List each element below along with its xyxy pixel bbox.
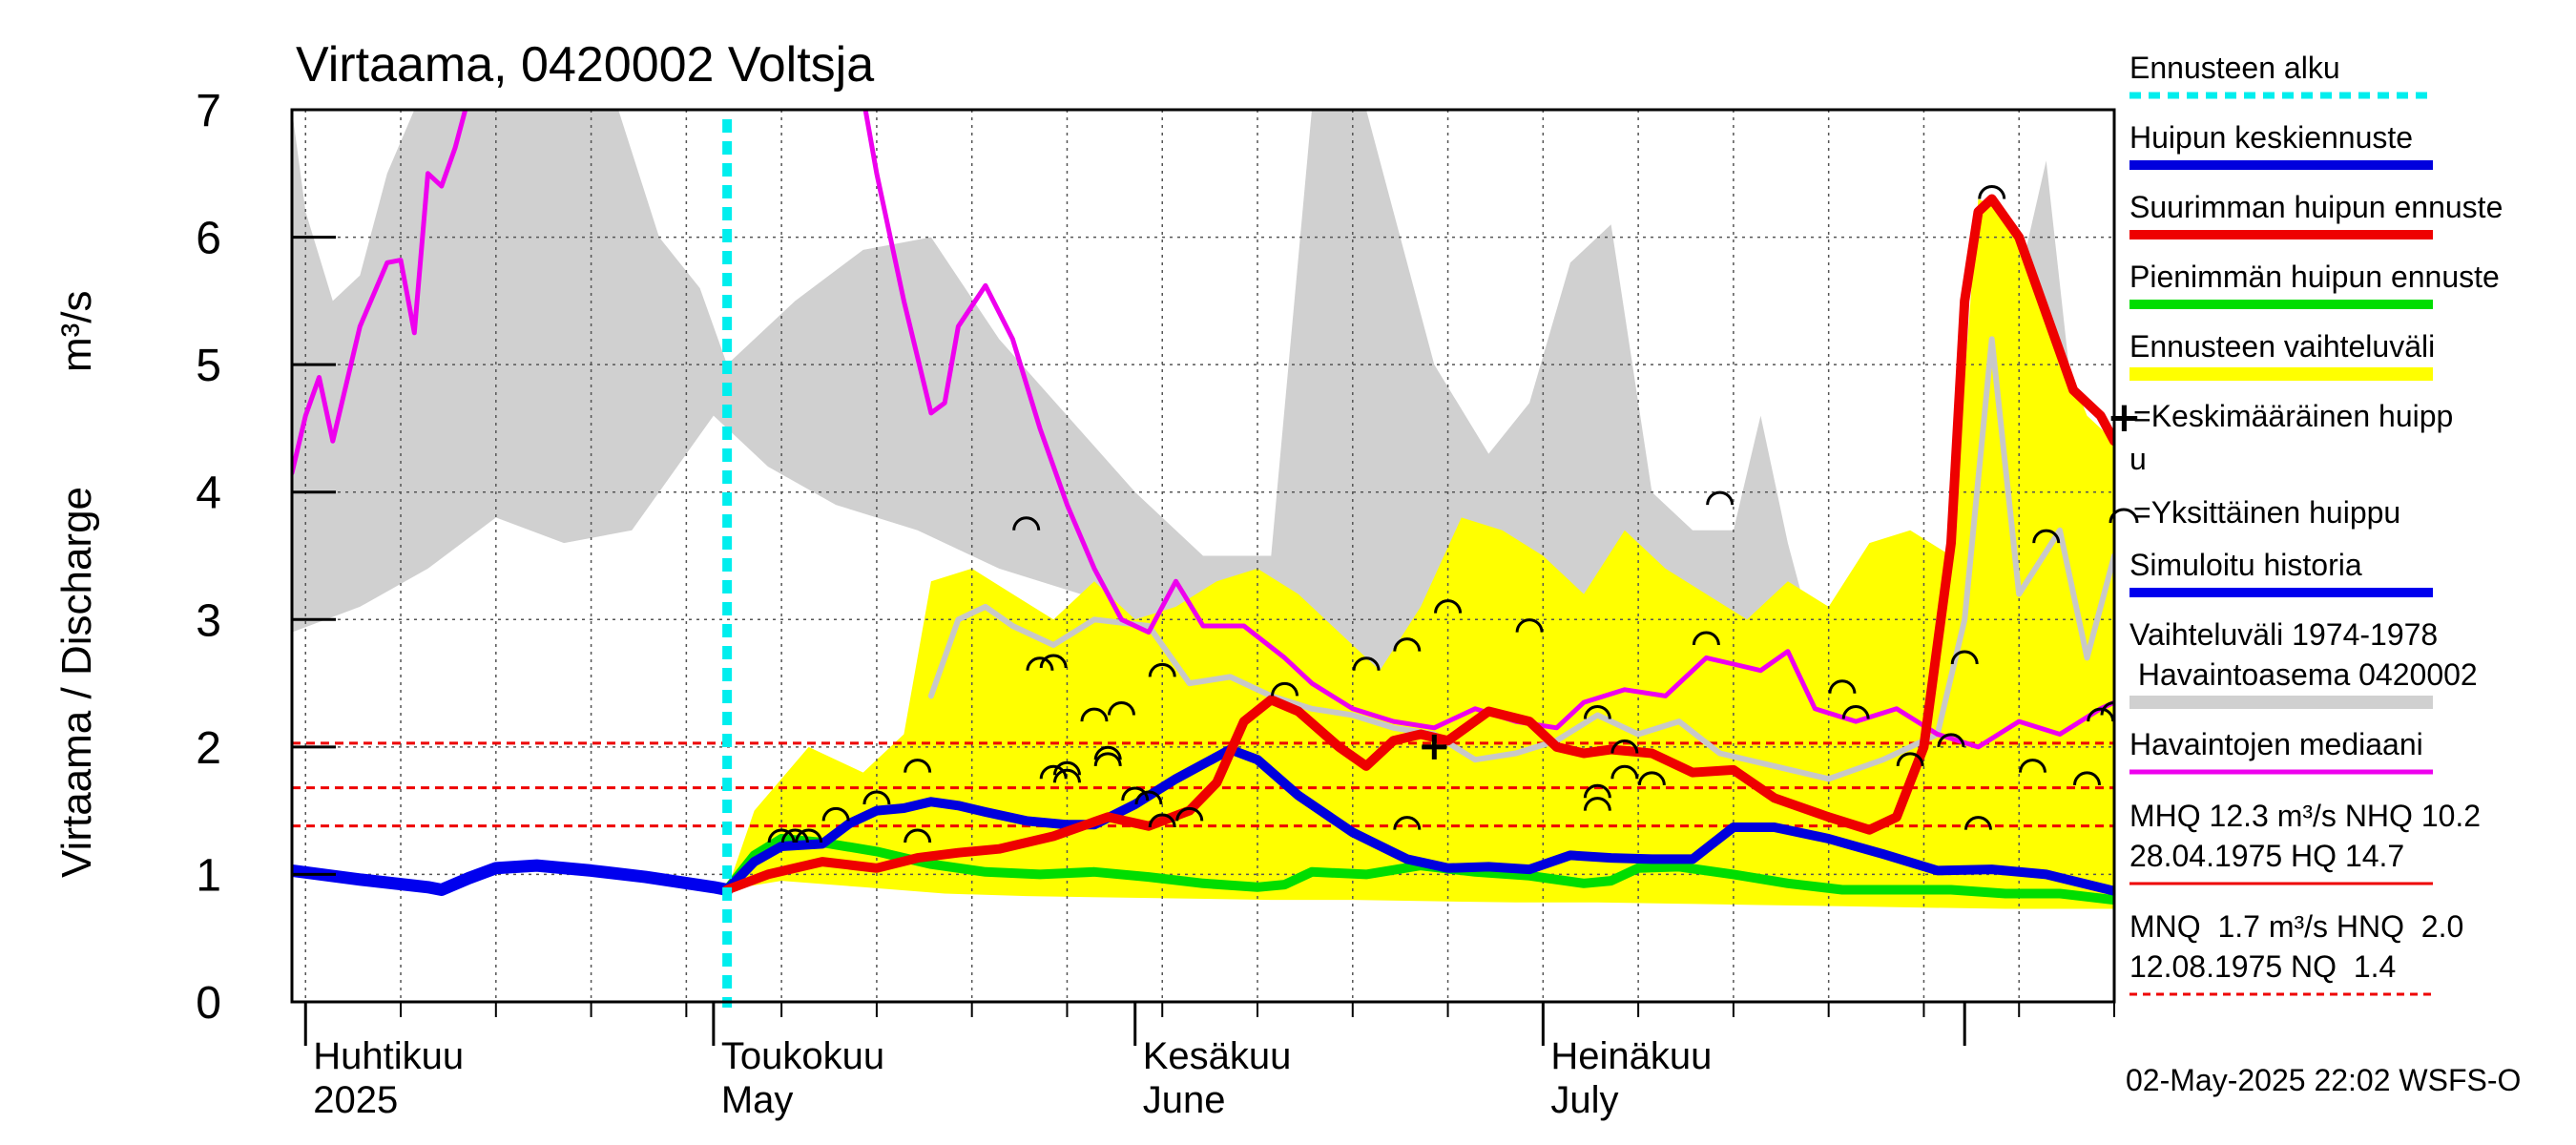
single-peak-marker (2032, 529, 2061, 544)
single-peak-marker (1896, 752, 1924, 767)
single-peak-marker (1271, 681, 1299, 697)
single-peak-marker (1352, 656, 1381, 671)
mean-peak-line (722, 744, 2114, 896)
single-peak-marker (1610, 739, 1639, 754)
single-peak-marker (821, 806, 850, 822)
single-peak-marker (2100, 700, 2114, 716)
mean-peak-marker (1422, 734, 1447, 760)
single-peak-marker (1026, 656, 1054, 671)
single-peak-marker (1583, 797, 1611, 811)
x-month-label: Huhtikuu (313, 1035, 464, 1077)
single-peak-marker (795, 828, 823, 843)
x-month-label: Toukokuu (721, 1035, 884, 1077)
legend-label-history: Simuloitu historia (2129, 548, 2362, 582)
y-tick-label: 1 (196, 850, 221, 901)
x-month-label: Kesäkuu (1143, 1035, 1292, 1077)
single-peak-marker (1692, 631, 1720, 646)
single-peak-marker (1706, 490, 1735, 506)
single-peak-marker (1828, 679, 1857, 694)
single-peak-marker (1610, 764, 1639, 780)
x-month-sublabel: June (1143, 1079, 1226, 1121)
single-peak-marker (862, 790, 891, 805)
single-peak-marker (1107, 700, 1135, 716)
single-peak-marker (2018, 759, 2046, 773)
median-line (292, 110, 2114, 750)
single-peak-marker (1978, 185, 2006, 199)
y-tick-label: 7 (196, 86, 221, 136)
axes: 01234567Huhtikuu2025ToukokuuMayKesäkuuJu… (196, 86, 2115, 1121)
legend: Ennusteen alku Huipun keskiennuste Suuri… (2107, 51, 2503, 996)
single-peak-marker (767, 828, 796, 843)
single-peak-marker (1963, 816, 1992, 830)
single-peak-marker (1175, 806, 1204, 822)
single-peak-marker (780, 828, 809, 843)
y-tick-label: 0 (196, 978, 221, 1029)
legend-label-history-range: Vaihteluväli 1974-1978 (2129, 617, 2438, 652)
single-peak-marker (1515, 618, 1544, 633)
single-peak-marker (1012, 516, 1041, 531)
legend-stats-high-line1: MHQ 12.3 m³/s NHQ 10.2 (2129, 799, 2481, 833)
single-peak-marker (1039, 654, 1068, 669)
single-peak-marker (2072, 771, 2101, 786)
single-peak-marker (1937, 733, 1965, 747)
single-peak-marker (1080, 707, 1109, 722)
single-peak-marker (1052, 760, 1081, 776)
single-peak-marker (1093, 752, 1122, 767)
single-peak-marker (1039, 764, 1068, 780)
y-axis-unit: m³/s (53, 290, 100, 372)
single-peak-marker (904, 828, 932, 843)
legend-label-max-peak: Suurimman huipun ennuste (2129, 190, 2503, 224)
legend-label-mean-peak: Huipun keskiennuste (2129, 120, 2413, 155)
max-peak-line (722, 194, 2114, 895)
y-axis-title: Virtaama / Discharge (53, 487, 100, 878)
legend-single-peak-icon (2109, 508, 2139, 524)
single-peak-marker (1637, 771, 1666, 786)
x-month-sublabel: July (1550, 1079, 1618, 1121)
legend-label-forecast-start: Ennusteen alku (2129, 51, 2340, 85)
single-peak-marker (1134, 790, 1163, 805)
single-peak-marker (1121, 786, 1150, 802)
footer-timestamp: 02-May-2025 22:02 WSFS-O (2126, 1063, 2521, 1097)
single-peak-marker (1583, 704, 1611, 719)
x-month-sublabel: 2025 (313, 1079, 398, 1121)
plot-frame (290, 108, 2116, 1004)
legend-label-mean-peak-marker: =Keskimääräinen huipp (2133, 399, 2453, 433)
legend-label-median: Havaintojen mediaani (2129, 727, 2423, 761)
single-peak-marker (2087, 707, 2114, 722)
y-tick-label: 6 (196, 214, 221, 264)
chart-title: Virtaama, 0420002 Voltsja (296, 37, 874, 93)
y-axis-label: Virtaama / Discharge m³/s (53, 290, 100, 878)
x-month-sublabel: May (721, 1079, 794, 1121)
single-peak-marker (1434, 599, 1463, 614)
x-month-label: Heinäkuu (1550, 1035, 1712, 1077)
legend-mean-peak-marker-plus: + (2107, 393, 2142, 442)
history-line (292, 859, 734, 896)
plot-area (290, 108, 2116, 1008)
legend-label-single-peak: =Yksittäinen huippu (2133, 495, 2400, 530)
forecast-range-band (727, 198, 2114, 909)
y-tick-label: 3 (196, 595, 221, 646)
single-peak-marker (904, 759, 932, 773)
legend-stats-low-line1: MNQ 1.7 m³/s HNQ 2.0 (2129, 909, 2463, 944)
single-peak-marker (1052, 768, 1081, 783)
single-peak-marker (1583, 783, 1611, 799)
median-gray-line (927, 336, 2114, 782)
single-peak-marker (1841, 704, 1870, 719)
legend-label-mean-peak-marker-cont: u (2129, 442, 2147, 476)
legend-label-forecast-range: Ennusteen vaihteluväli (2129, 329, 2435, 364)
legend-label-history-range-station: Havaintoasema 0420002 (2129, 657, 2478, 692)
legend-label-min-peak: Pienimmän huipun ennuste (2129, 260, 2500, 294)
legend-stats-high-line2: 28.04.1975 HQ 14.7 (2129, 839, 2404, 873)
single-peak-marker (1393, 816, 1422, 830)
single-peak-marker (1148, 662, 1176, 677)
y-tick-label: 4 (196, 468, 221, 519)
single-peak-marker (1393, 637, 1422, 652)
y-tick-label: 5 (196, 341, 221, 391)
single-peak-marker (1148, 813, 1176, 828)
single-peak-marker (1093, 745, 1122, 760)
legend-stats-low-line2: 12.08.1975 NQ 1.4 (2129, 949, 2396, 984)
single-peak-marker (1950, 650, 1979, 665)
y-tick-label: 2 (196, 723, 221, 774)
